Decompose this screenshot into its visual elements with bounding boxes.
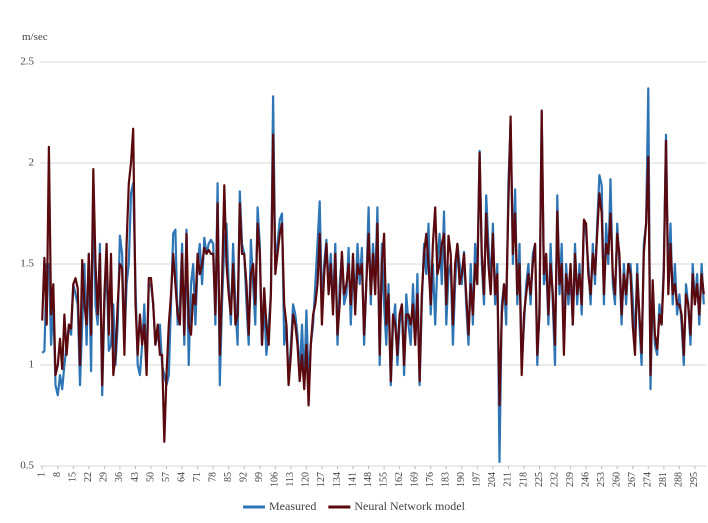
x-tick-label: 15 xyxy=(68,472,79,482)
legend-label: Measured xyxy=(269,499,316,513)
x-tick-label: 113 xyxy=(285,472,296,487)
y-tick-label: 1.5 xyxy=(20,258,34,270)
x-tick-label: 141 xyxy=(347,472,358,487)
x-tick-label: 246 xyxy=(580,472,591,487)
x-tick-label: 204 xyxy=(487,472,498,487)
x-tick-label: 1 xyxy=(37,472,48,477)
x-tick-label: 29 xyxy=(99,472,110,482)
x-tick-label: 253 xyxy=(596,472,607,487)
y-tick-label: 0.5 xyxy=(20,460,34,472)
x-tick-label: 218 xyxy=(518,472,529,487)
x-tick-label: 281 xyxy=(658,472,669,487)
y-axis-label: m/sec xyxy=(22,31,48,43)
x-tick-label: 169 xyxy=(409,472,420,487)
x-tick-label: 85 xyxy=(223,472,234,482)
x-tick-label: 43 xyxy=(130,472,141,482)
x-tick-label: 274 xyxy=(643,472,654,487)
x-tick-label: 148 xyxy=(363,472,374,487)
x-tick-label: 64 xyxy=(176,472,187,482)
y-tick-label: 2 xyxy=(29,157,35,169)
x-tick-label: 57 xyxy=(161,472,172,482)
x-tick-label: 260 xyxy=(611,472,622,487)
y-tick-label: 1 xyxy=(29,359,35,371)
x-tick-label: 78 xyxy=(207,472,218,482)
x-tick-label: 162 xyxy=(394,472,405,487)
x-tick-label: 99 xyxy=(254,472,265,482)
x-tick-label: 225 xyxy=(534,472,545,487)
x-tick-label: 92 xyxy=(239,472,250,482)
x-tick-label: 239 xyxy=(565,472,576,487)
x-tick-label: 211 xyxy=(503,472,514,487)
x-tick-label: 183 xyxy=(441,472,452,487)
x-tick-label: 288 xyxy=(674,472,685,487)
x-tick-label: 127 xyxy=(316,472,327,487)
y-tick-label: 2.5 xyxy=(20,56,34,68)
x-tick-label: 50 xyxy=(145,472,156,482)
x-tick-label: 106 xyxy=(270,472,281,487)
x-tick-label: 190 xyxy=(456,472,467,487)
x-tick-label: 120 xyxy=(301,472,312,487)
x-tick-label: 36 xyxy=(114,472,125,482)
x-tick-label: 71 xyxy=(192,472,203,482)
x-tick-label: 8 xyxy=(52,472,63,477)
x-tick-label: 267 xyxy=(627,472,638,487)
x-tick-label: 22 xyxy=(83,472,94,482)
x-tick-label: 134 xyxy=(332,472,343,487)
series-line xyxy=(41,109,705,443)
x-tick-label: 176 xyxy=(425,472,436,487)
x-tick-label: 155 xyxy=(378,472,389,487)
x-tick-label: 295 xyxy=(689,472,700,487)
legend-label: Neural Network model xyxy=(354,499,465,513)
x-tick-label: 232 xyxy=(549,472,560,487)
x-tick-label: 197 xyxy=(472,472,483,487)
